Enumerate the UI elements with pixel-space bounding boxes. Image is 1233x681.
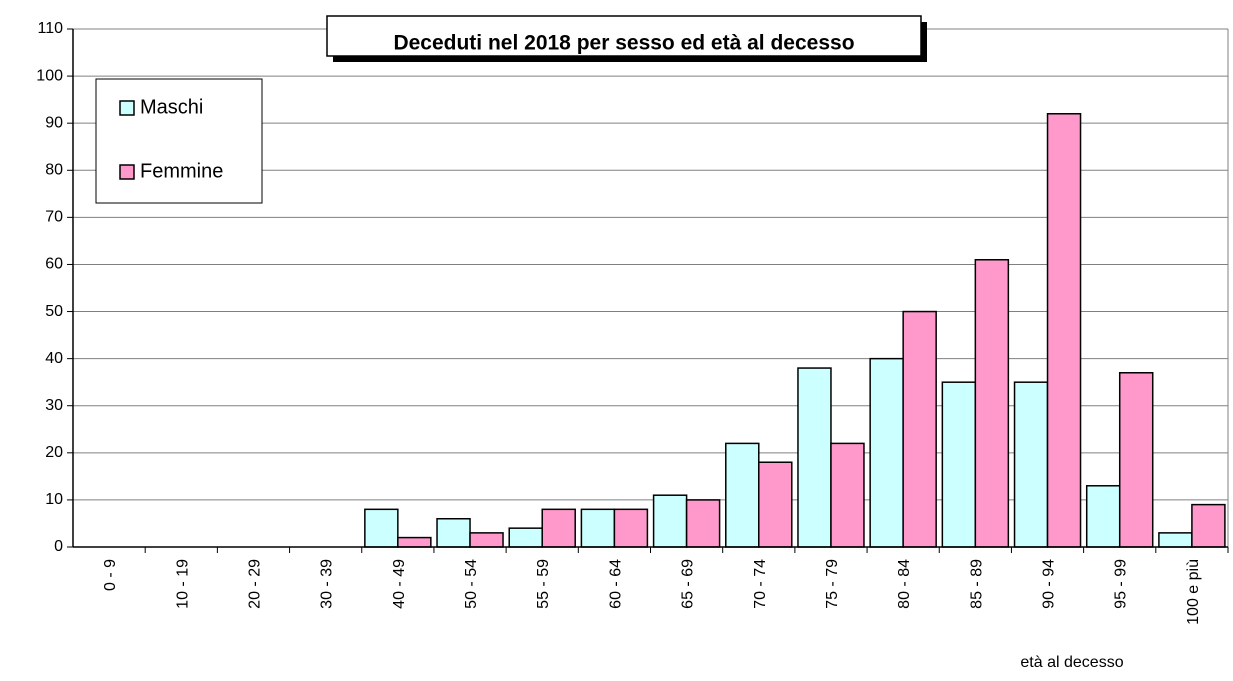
legend-swatch [119,100,135,116]
gridlines [73,28,1229,547]
legend: Maschi Femmine [95,78,263,204]
bar-femmine [469,532,504,548]
x-tick-label: 70 - 74 [752,559,769,609]
y-tick-label: 100 [36,67,63,84]
x-tick-label: 85 - 89 [968,559,985,609]
bar-femmine [1191,503,1226,548]
legend-label: Femmine [140,160,223,182]
bar-femmine [541,508,576,548]
bars [364,113,1226,548]
y-tick-label: 0 [54,538,63,555]
y-tick-label: 70 [45,209,63,226]
x-tick-label: 55 - 59 [535,559,552,609]
y-tick-label: 60 [45,256,63,273]
bar-femmine [974,258,1010,548]
bar-maschi [436,517,471,548]
y-tick-label: 10 [45,491,63,508]
bar-maschi [941,381,977,548]
legend-swatch [119,164,135,180]
bar-maschi [725,442,760,548]
x-tick-label: 0 - 9 [102,559,119,591]
bar-maschi [1013,381,1049,548]
bar-femmine [1118,372,1154,548]
bar-maschi [652,494,688,548]
x-tick-label: 30 - 39 [319,559,336,609]
x-tick-label: 60 - 64 [607,559,624,609]
bar-maschi [508,527,543,548]
y-tick-label: 80 [45,161,63,178]
x-tick-label: 50 - 54 [463,559,480,609]
y-tick-label: 110 [37,20,63,37]
x-tick-label: 100 e più [1185,559,1202,625]
x-axis-label: età al decesso [1020,654,1123,671]
bar-maschi [1158,532,1193,548]
x-tick-label: 20 - 29 [246,559,263,609]
bar-femmine [397,536,432,548]
bar-maschi [869,357,904,548]
x-tick-label: 75 - 79 [824,559,841,609]
y-tick-label: 40 [45,350,63,367]
legend-label: Maschi [140,96,203,118]
bar-maschi [580,508,616,548]
bar-femmine [758,461,793,548]
bar-femmine [685,499,721,548]
x-tick-label: 95 - 99 [1113,559,1130,609]
y-tick-label: 90 [45,114,63,131]
chart-title: Deceduti nel 2018 per sesso ed età al de… [393,32,854,55]
bar-femmine [1046,113,1082,548]
x-tick-label: 10 - 19 [174,559,191,609]
y-tick-label: 50 [45,303,63,320]
x-tick-label: 65 - 69 [680,559,697,609]
title-box: Deceduti nel 2018 per sesso ed età al de… [326,15,927,62]
axes: 0 10 20 30 40 50 60 70 80 90 100 110 0 - 9 10 - 19 20 … [36,20,1229,625]
bar-maschi [1085,485,1121,548]
bar-femmine [613,508,649,548]
bar-femmine [902,310,937,548]
bar-femmine [830,442,865,548]
bar-maschi [364,508,399,548]
x-tick-label: 40 - 49 [391,559,408,609]
y-tick-label: 30 [45,397,63,414]
y-tick-label: 20 [45,444,63,461]
bar-maschi [797,367,832,548]
x-tick-label: 90 - 94 [1041,559,1058,609]
x-tick-label: 80 - 84 [896,559,913,609]
